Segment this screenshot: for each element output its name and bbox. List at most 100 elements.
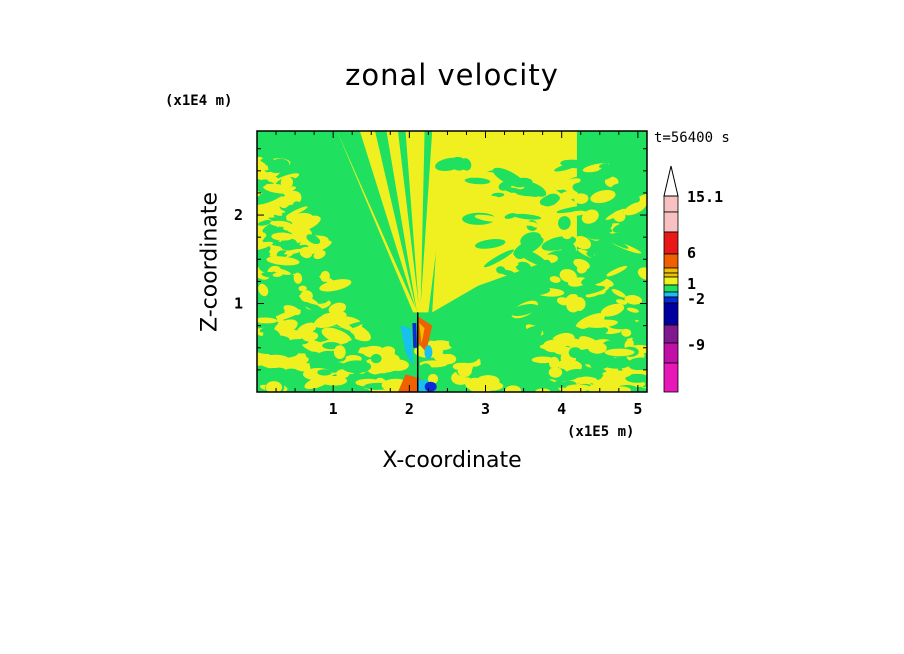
- field-speckle: [280, 238, 298, 251]
- field-speckle: [319, 279, 352, 292]
- field-speckle: [613, 210, 626, 222]
- field-speckle: [448, 336, 477, 351]
- colorbar-segment: [663, 195, 679, 213]
- field-speckle: [509, 355, 523, 362]
- colorbar-segment: [663, 362, 679, 393]
- field-speckle: [266, 256, 300, 266]
- colorbar: 15.1 6 1-2 -9: [663, 165, 723, 393]
- field-speckle: [504, 385, 522, 392]
- field-speckle: [284, 305, 296, 316]
- field-speckle: [313, 311, 347, 328]
- colorbar-label: -9: [687, 336, 705, 354]
- axis-ticks: 1 2 3 4 5 1 2: [234, 131, 647, 418]
- colorbar-label: 6: [687, 244, 696, 262]
- y-tick-label: 1: [234, 295, 243, 313]
- colorbar-label: 15.1: [687, 188, 723, 206]
- field-speckle: [542, 193, 560, 207]
- colorbar-segment: [663, 291, 679, 298]
- field-speckle: [572, 182, 593, 193]
- jet-positive-light: [419, 322, 425, 344]
- field-speckle: [483, 249, 514, 268]
- field-speckle: [502, 186, 533, 197]
- field-speckle: [557, 190, 579, 201]
- velocity-field: [257, 131, 647, 392]
- field-speckle: [572, 296, 586, 311]
- field-speckle: [569, 210, 587, 216]
- x-tick-label: 1: [329, 400, 338, 418]
- field-speckle: [589, 357, 610, 370]
- field-speckle: [262, 183, 294, 194]
- field-speckle: [356, 347, 376, 354]
- jet-negative-bottom-blue: [424, 381, 437, 392]
- field-speckle: [574, 376, 598, 384]
- field-speckle: [515, 261, 531, 272]
- field-speckle: [257, 298, 284, 315]
- field-speckle: [261, 354, 290, 366]
- field-speckle: [481, 360, 504, 368]
- field-speckle: [500, 269, 515, 276]
- field-speckle: [590, 254, 611, 268]
- field-speckle: [276, 291, 300, 304]
- field-speckle: [584, 367, 607, 378]
- field-speckle: [612, 222, 635, 233]
- field-speckle: [588, 383, 615, 392]
- x-tick-label: 4: [557, 400, 566, 418]
- field-speckle: [260, 205, 283, 216]
- field-speckle: [568, 347, 582, 359]
- field-speckle: [257, 317, 278, 324]
- field-speckle: [617, 253, 634, 259]
- field-speckle: [601, 357, 632, 369]
- field-region: [336, 131, 416, 308]
- field-speckle: [622, 165, 647, 178]
- field-speckle: [597, 231, 629, 249]
- field-speckle: [257, 179, 269, 191]
- field-speckle: [592, 162, 624, 182]
- field-speckle: [590, 190, 616, 204]
- field-speckle: [515, 199, 548, 208]
- colorbar-arrow: [663, 165, 679, 197]
- field-speckle: [629, 362, 647, 371]
- field-speckle: [611, 183, 629, 194]
- field-speckle: [474, 239, 506, 249]
- field-speckle: [513, 177, 533, 187]
- field-speckle: [604, 348, 635, 357]
- field-speckle: [279, 345, 294, 356]
- colorbar-label: 1: [687, 275, 696, 293]
- x-tick-label: 5: [633, 400, 642, 418]
- field-speckle: [585, 319, 618, 328]
- field-speckle: [296, 297, 327, 315]
- field-speckle: [610, 386, 631, 392]
- field-speckle: [262, 239, 288, 247]
- field-speckle: [264, 367, 283, 375]
- colorbar-segment: [663, 324, 679, 344]
- field-speckle: [507, 192, 519, 206]
- field-speckle: [529, 222, 540, 228]
- field-speckle: [271, 232, 294, 241]
- field-speckle: [321, 327, 352, 345]
- field-speckle: [611, 288, 626, 298]
- field-region: [375, 131, 417, 313]
- field-speckle: [300, 290, 313, 302]
- field-speckle: [602, 370, 632, 378]
- field-speckle: [512, 213, 542, 220]
- field-speckle: [576, 285, 606, 296]
- field-speckle: [345, 340, 360, 355]
- field-speckle: [306, 234, 321, 245]
- x-axis-unit: (x1E5 m): [567, 424, 635, 440]
- field-speckle: [565, 384, 591, 392]
- field-speckle: [293, 272, 303, 284]
- field-speckle: [541, 235, 577, 251]
- field-speckle: [566, 328, 591, 333]
- field-speckle: [419, 363, 432, 377]
- field-speckle: [332, 318, 354, 331]
- field-speckle: [554, 162, 580, 172]
- jet-negative-cyan: [400, 325, 414, 366]
- field-speckle: [341, 360, 372, 374]
- field-speckle: [581, 326, 609, 337]
- field-speckle: [629, 331, 647, 345]
- field-speckle: [554, 178, 581, 191]
- field-speckle: [581, 273, 608, 286]
- field-speckle: [531, 356, 555, 364]
- field-speckle: [509, 303, 539, 316]
- field-speckle: [491, 192, 505, 198]
